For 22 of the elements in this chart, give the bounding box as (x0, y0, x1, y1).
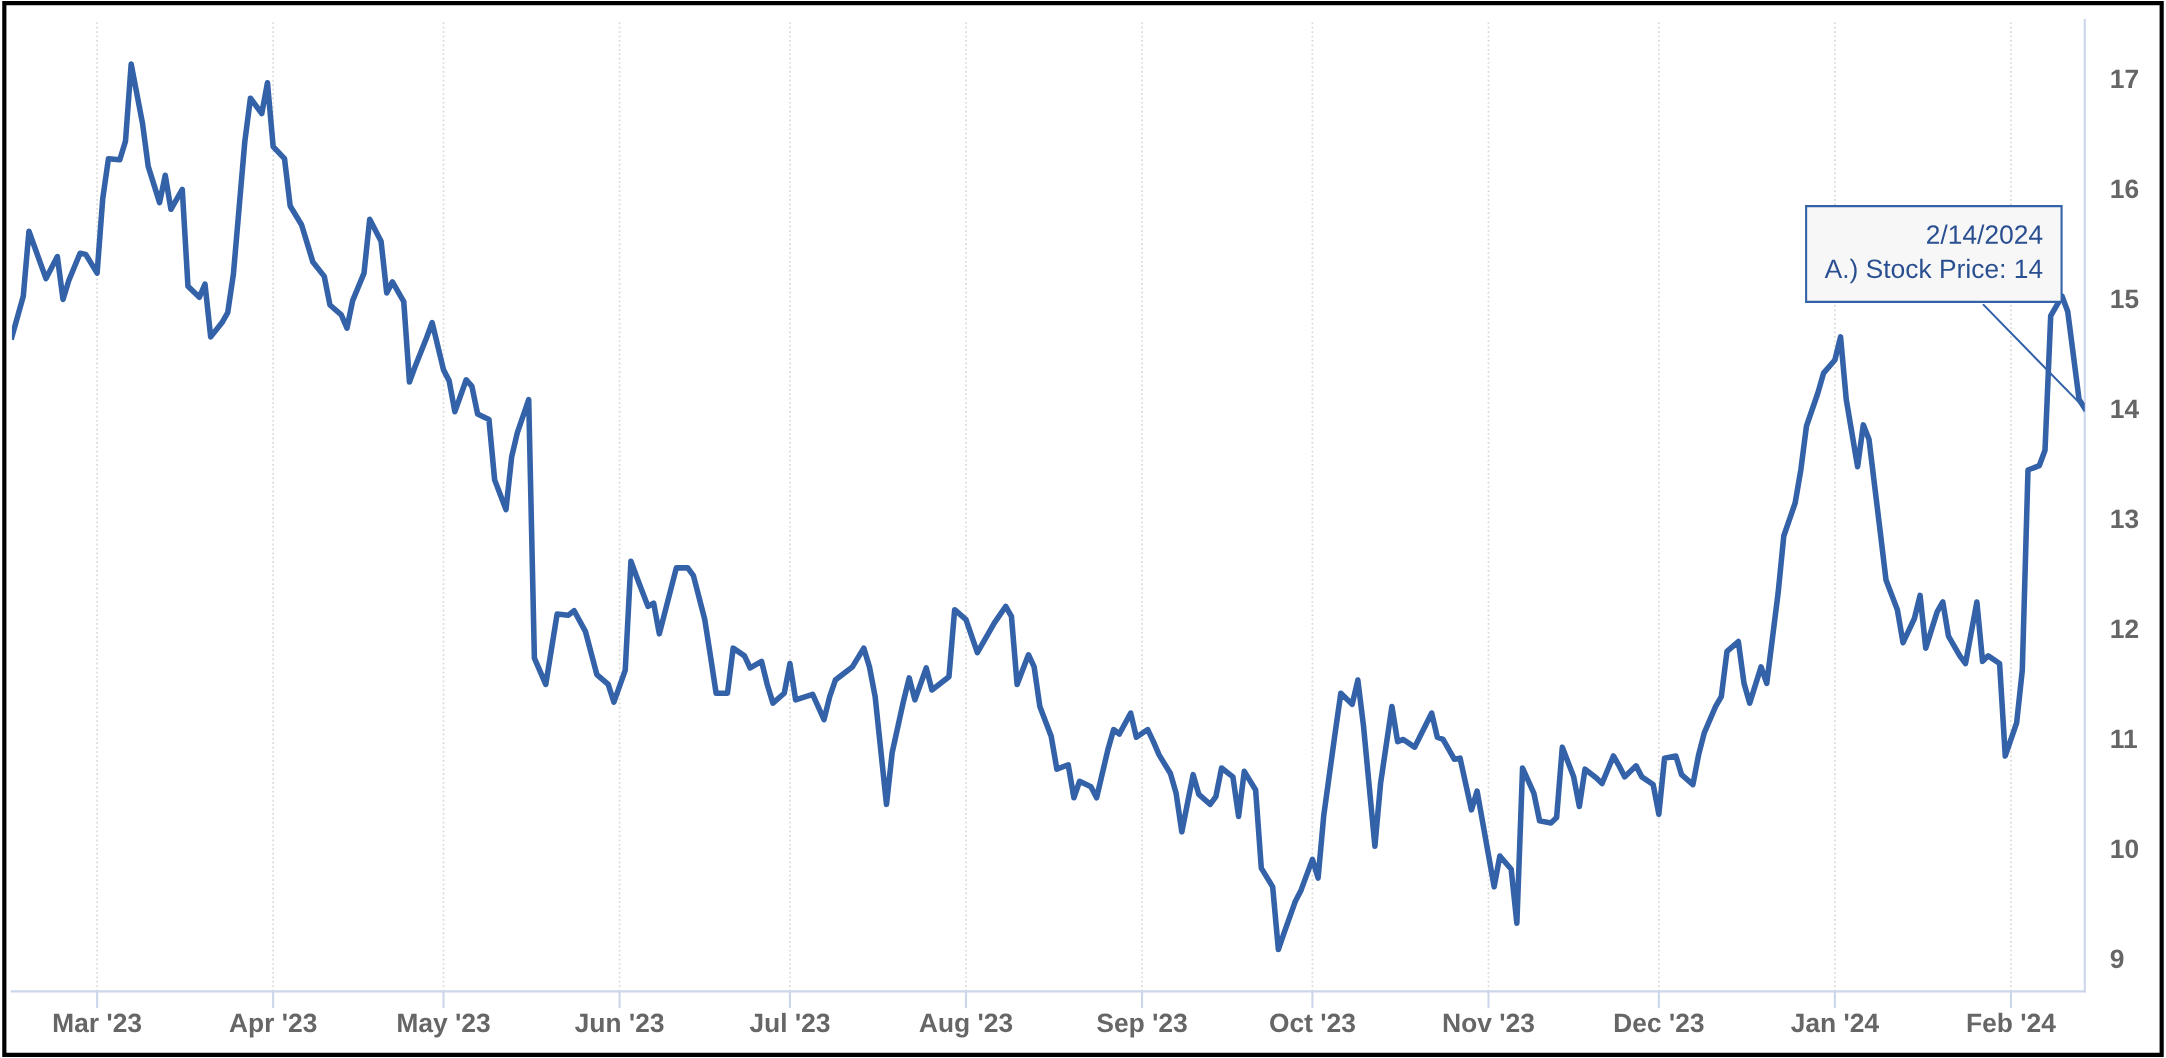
y-tick-label: 11 (2111, 729, 2137, 748)
y-tick-label: 12 (2111, 619, 2139, 638)
y-tick-label: 17 (2111, 69, 2138, 88)
x-tick-label: Sep '23 (1097, 1013, 1187, 1038)
y-tick-label: 13 (2111, 509, 2139, 529)
x-tick-label: Apr '23 (229, 1013, 317, 1038)
x-tick-label: Nov '23 (1443, 1013, 1534, 1033)
x-tick-label: Jan '24 (1791, 1013, 1879, 1033)
y-tick-label: 16 (2111, 179, 2139, 199)
x-tick-label: Jul '23 (749, 1012, 830, 1033)
y-tick-label: 14 (2111, 399, 2139, 418)
y-tick-label: 15 (2111, 289, 2139, 309)
x-tick-label: Jun '23 (575, 1013, 664, 1033)
x-tick-label: Oct '23 (1270, 1013, 1355, 1033)
y-tick-label: 9 (2110, 949, 2124, 969)
annotation: 2/14/2024 A.) Stock Price: 14 (1824, 224, 2043, 284)
x-tick-label: May '23 (398, 1013, 490, 1038)
x-tick-label: Feb '24 (1967, 1012, 2056, 1033)
y-tick-label: 10 (2111, 839, 2139, 859)
x-tick-label: Dec '23 (1614, 1013, 1704, 1033)
x-tick-label: Aug '23 (919, 1013, 1013, 1038)
x-tick-label: Mar '23 (53, 1013, 142, 1033)
